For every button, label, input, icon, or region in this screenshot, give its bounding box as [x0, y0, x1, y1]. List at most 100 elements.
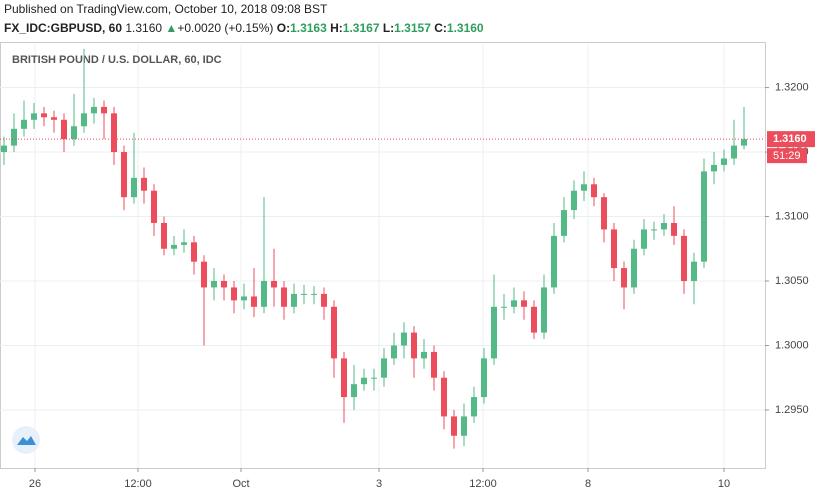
candle-body: [221, 281, 227, 288]
candle-body: [631, 248, 637, 288]
ohlc-label: H:: [330, 21, 343, 35]
candle-body: [161, 222, 167, 249]
candle-body: [91, 106, 97, 114]
symbol: FX_IDC:GBPUSD, 60: [4, 21, 123, 35]
ohlc-label: O:: [276, 21, 291, 35]
candle-body: [241, 296, 247, 301]
candle-body: [701, 171, 707, 262]
candle-body: [541, 287, 547, 333]
candle-body: [131, 177, 137, 198]
candle-body: [371, 377, 377, 379]
x-tick-label: 10: [718, 478, 730, 490]
x-tick-label: Oct: [232, 478, 249, 490]
candle-body: [211, 281, 217, 288]
candle-body: [231, 287, 237, 301]
candle-body: [401, 332, 407, 346]
candle-body: [201, 261, 207, 288]
candle-body: [41, 113, 47, 118]
candle-body: [421, 351, 427, 359]
candle-body: [501, 306, 507, 308]
candle-body: [411, 332, 417, 359]
candle-body: [651, 229, 657, 231]
candle-body: [591, 184, 597, 198]
price: 1.3160: [125, 21, 163, 35]
candle-body: [691, 261, 697, 282]
y-tick-label: 1.3050: [775, 275, 809, 287]
ohlc: O:1.3163 H:1.3167 L:1.3157 C:1.3160: [277, 21, 484, 35]
candle-body: [171, 244, 177, 249]
candle-body: [361, 377, 367, 385]
published: Published on TradingView.com, October 10…: [4, 2, 328, 16]
candle-body: [61, 119, 67, 140]
candle-body: [281, 287, 287, 307]
candle-body: [671, 222, 677, 236]
candle-body: [11, 128, 17, 146]
candle-body: [481, 358, 487, 398]
ohlc-value: 1.3160: [446, 21, 484, 35]
candle-body: [31, 113, 37, 120]
y-tick-label: 1.3100: [775, 210, 809, 222]
plot-border: [0, 42, 766, 469]
candle-body: [71, 126, 77, 140]
candle-body: [101, 106, 107, 114]
candle-body: [1, 145, 7, 153]
candle-body: [461, 416, 467, 436]
candle-body: [611, 229, 617, 269]
candle-body: [731, 145, 737, 159]
candle-body: [191, 242, 197, 262]
last-price-tag: [767, 131, 815, 148]
x-tick-label: 12:00: [469, 478, 497, 490]
ohlc-value: 1.3163: [290, 21, 327, 35]
candle-body: [641, 229, 647, 249]
y-tick-label: 1.3200: [775, 81, 809, 93]
candle-body: [511, 300, 517, 307]
candle-body: [431, 351, 437, 378]
candle-body: [551, 235, 557, 288]
candle-body: [451, 416, 457, 436]
candle-body: [21, 119, 27, 129]
candle-body: [341, 358, 347, 398]
candle-body: [351, 384, 357, 398]
candle-body: [521, 300, 527, 307]
candle-body: [601, 197, 607, 230]
candle-body: [331, 306, 337, 359]
candle-body: [581, 184, 587, 191]
candle-body: [741, 139, 747, 146]
candle-body: [661, 222, 667, 230]
ohlc-label: C:: [434, 21, 447, 35]
candle-body: [381, 358, 387, 378]
candle-body: [721, 158, 727, 165]
ohlc-value: 1.3157: [394, 21, 431, 35]
candle-body: [531, 306, 537, 333]
candle-body: [491, 306, 497, 359]
candle-body: [151, 190, 157, 223]
candle-body: [471, 397, 477, 417]
candle-body: [321, 293, 327, 307]
candle-body: [261, 281, 267, 307]
candle-body: [561, 210, 567, 236]
candle-body: [441, 377, 447, 417]
arrow: ▲: [165, 21, 178, 35]
y-tick-label: 1.3000: [775, 339, 809, 351]
chart: BRITISH POUND / U.S. DOLLAR, 60, IDC 1.2…: [0, 42, 815, 490]
candle-body: [121, 152, 127, 198]
candle-body: [81, 113, 87, 127]
chart-title: BRITISH POUND / U.S. DOLLAR, 60, IDC: [12, 54, 222, 66]
candle-body: [291, 293, 297, 307]
countdown-label: 51:29: [773, 150, 801, 162]
candle-body: [301, 293, 307, 295]
ohlc-value: 1.3167: [342, 21, 380, 35]
candle-body: [141, 177, 147, 191]
candle-body: [391, 345, 397, 359]
candle-body: [311, 293, 317, 295]
candle-body: [51, 117, 57, 120]
candle-body: [621, 268, 627, 288]
candle-body: [111, 113, 117, 153]
ohlc-label: L:: [382, 21, 395, 35]
candle-body: [711, 164, 717, 172]
logo: [12, 426, 40, 454]
x-tick-label: 8: [585, 478, 591, 490]
candle-body: [681, 235, 687, 282]
candle-body: [271, 281, 277, 288]
